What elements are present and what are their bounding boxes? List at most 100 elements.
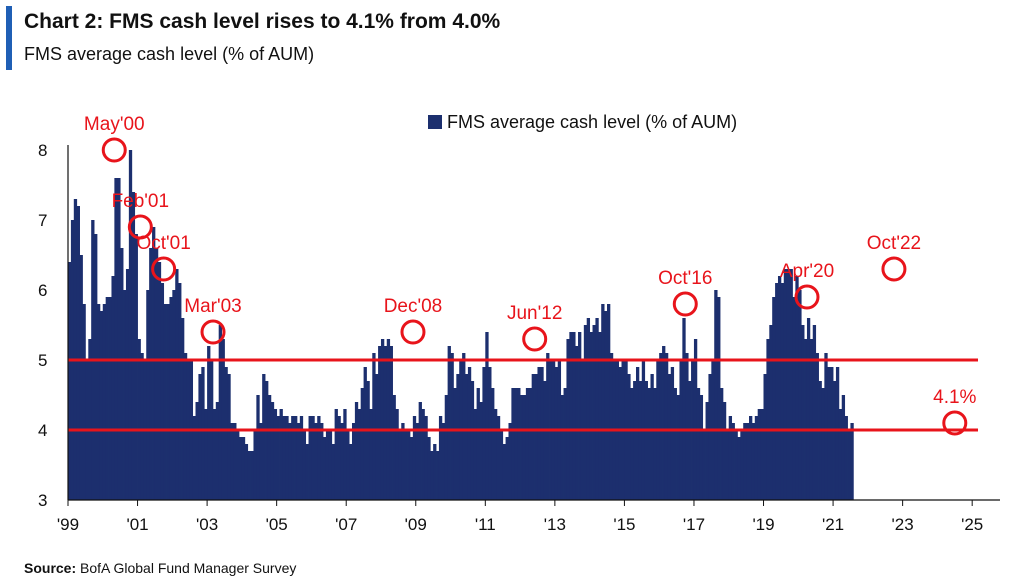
bar	[465, 374, 469, 500]
bar	[792, 297, 796, 500]
bar	[499, 430, 504, 500]
annotation-circle	[942, 410, 968, 436]
annotation-label: Mar'03	[184, 296, 241, 317]
bar	[850, 423, 854, 500]
bar	[633, 381, 637, 500]
bar	[575, 346, 579, 500]
bar	[325, 430, 330, 500]
bar	[502, 444, 506, 500]
bar	[244, 444, 249, 500]
bar	[696, 388, 701, 500]
x-tick-label: '01	[126, 515, 148, 534]
bar	[705, 402, 709, 500]
bar	[291, 416, 295, 500]
bar	[731, 423, 735, 500]
bar	[424, 416, 428, 500]
bar	[68, 262, 72, 500]
bar	[392, 395, 396, 500]
bar	[491, 388, 495, 500]
bar	[320, 423, 324, 500]
bar	[743, 423, 747, 500]
bar	[250, 451, 254, 500]
bar	[598, 332, 602, 500]
bar	[404, 430, 408, 500]
bar	[812, 325, 817, 500]
bar	[525, 388, 530, 500]
bar	[664, 353, 669, 500]
bar	[833, 381, 837, 500]
bar	[407, 430, 411, 500]
bar	[482, 367, 486, 500]
bar	[88, 339, 92, 500]
bar	[563, 388, 567, 500]
bar	[772, 297, 776, 500]
title-accent-bar	[6, 6, 12, 70]
bar	[453, 388, 457, 500]
bar	[201, 367, 205, 500]
source-label: Source:	[24, 560, 77, 576]
chart-subtitle: FMS average cash level (% of AUM)	[24, 44, 315, 64]
x-tick-label: '19	[752, 515, 774, 534]
bar	[166, 304, 170, 500]
bar	[476, 388, 480, 500]
bar	[746, 423, 750, 500]
bar	[401, 423, 405, 500]
bar	[311, 416, 315, 500]
bar	[447, 346, 451, 500]
bar	[783, 269, 788, 500]
bar	[296, 423, 301, 500]
annotation-label: May'00	[84, 114, 145, 135]
annotation-circle	[794, 284, 820, 310]
bar	[685, 353, 689, 500]
bar	[511, 388, 515, 500]
bar-series	[68, 150, 854, 500]
bar	[751, 423, 756, 500]
bar	[708, 374, 712, 500]
bar	[630, 388, 634, 500]
bar	[346, 430, 350, 500]
bar	[485, 332, 489, 500]
bar	[389, 346, 393, 500]
bar	[334, 409, 338, 500]
bar	[786, 269, 790, 500]
bar	[192, 416, 196, 500]
bar	[841, 395, 846, 500]
annotation-label: Oct'01	[136, 233, 190, 254]
bar	[450, 353, 454, 500]
bar	[114, 178, 118, 500]
bar	[204, 409, 208, 500]
bar	[163, 304, 167, 500]
bar	[134, 234, 138, 500]
bar	[383, 346, 388, 500]
bar	[198, 374, 202, 500]
bar	[682, 318, 686, 500]
bar	[838, 409, 843, 500]
bar	[195, 402, 199, 500]
bar	[737, 437, 741, 500]
y-tick-label: 5	[38, 351, 47, 370]
x-tick-label: '17	[683, 515, 705, 534]
bar	[398, 430, 402, 500]
bar	[847, 430, 851, 500]
x-tick-label: '21	[822, 515, 844, 534]
bar	[227, 374, 231, 500]
bar	[589, 332, 593, 500]
bar	[427, 437, 431, 500]
bar	[357, 409, 362, 500]
bar	[169, 297, 173, 500]
bar	[221, 339, 225, 500]
bar	[456, 374, 460, 500]
annotation-label: 4.1%	[933, 387, 976, 408]
annotation-circle	[200, 319, 226, 345]
annotation-label: Feb'01	[112, 191, 170, 212]
bar	[670, 367, 675, 500]
bar	[224, 367, 228, 500]
annotation-circle	[127, 214, 153, 240]
bar	[688, 381, 692, 500]
bar	[760, 409, 764, 500]
bar	[780, 283, 785, 500]
bar	[241, 437, 246, 500]
bar	[96, 304, 101, 500]
bar	[238, 437, 243, 500]
bar	[343, 409, 347, 500]
